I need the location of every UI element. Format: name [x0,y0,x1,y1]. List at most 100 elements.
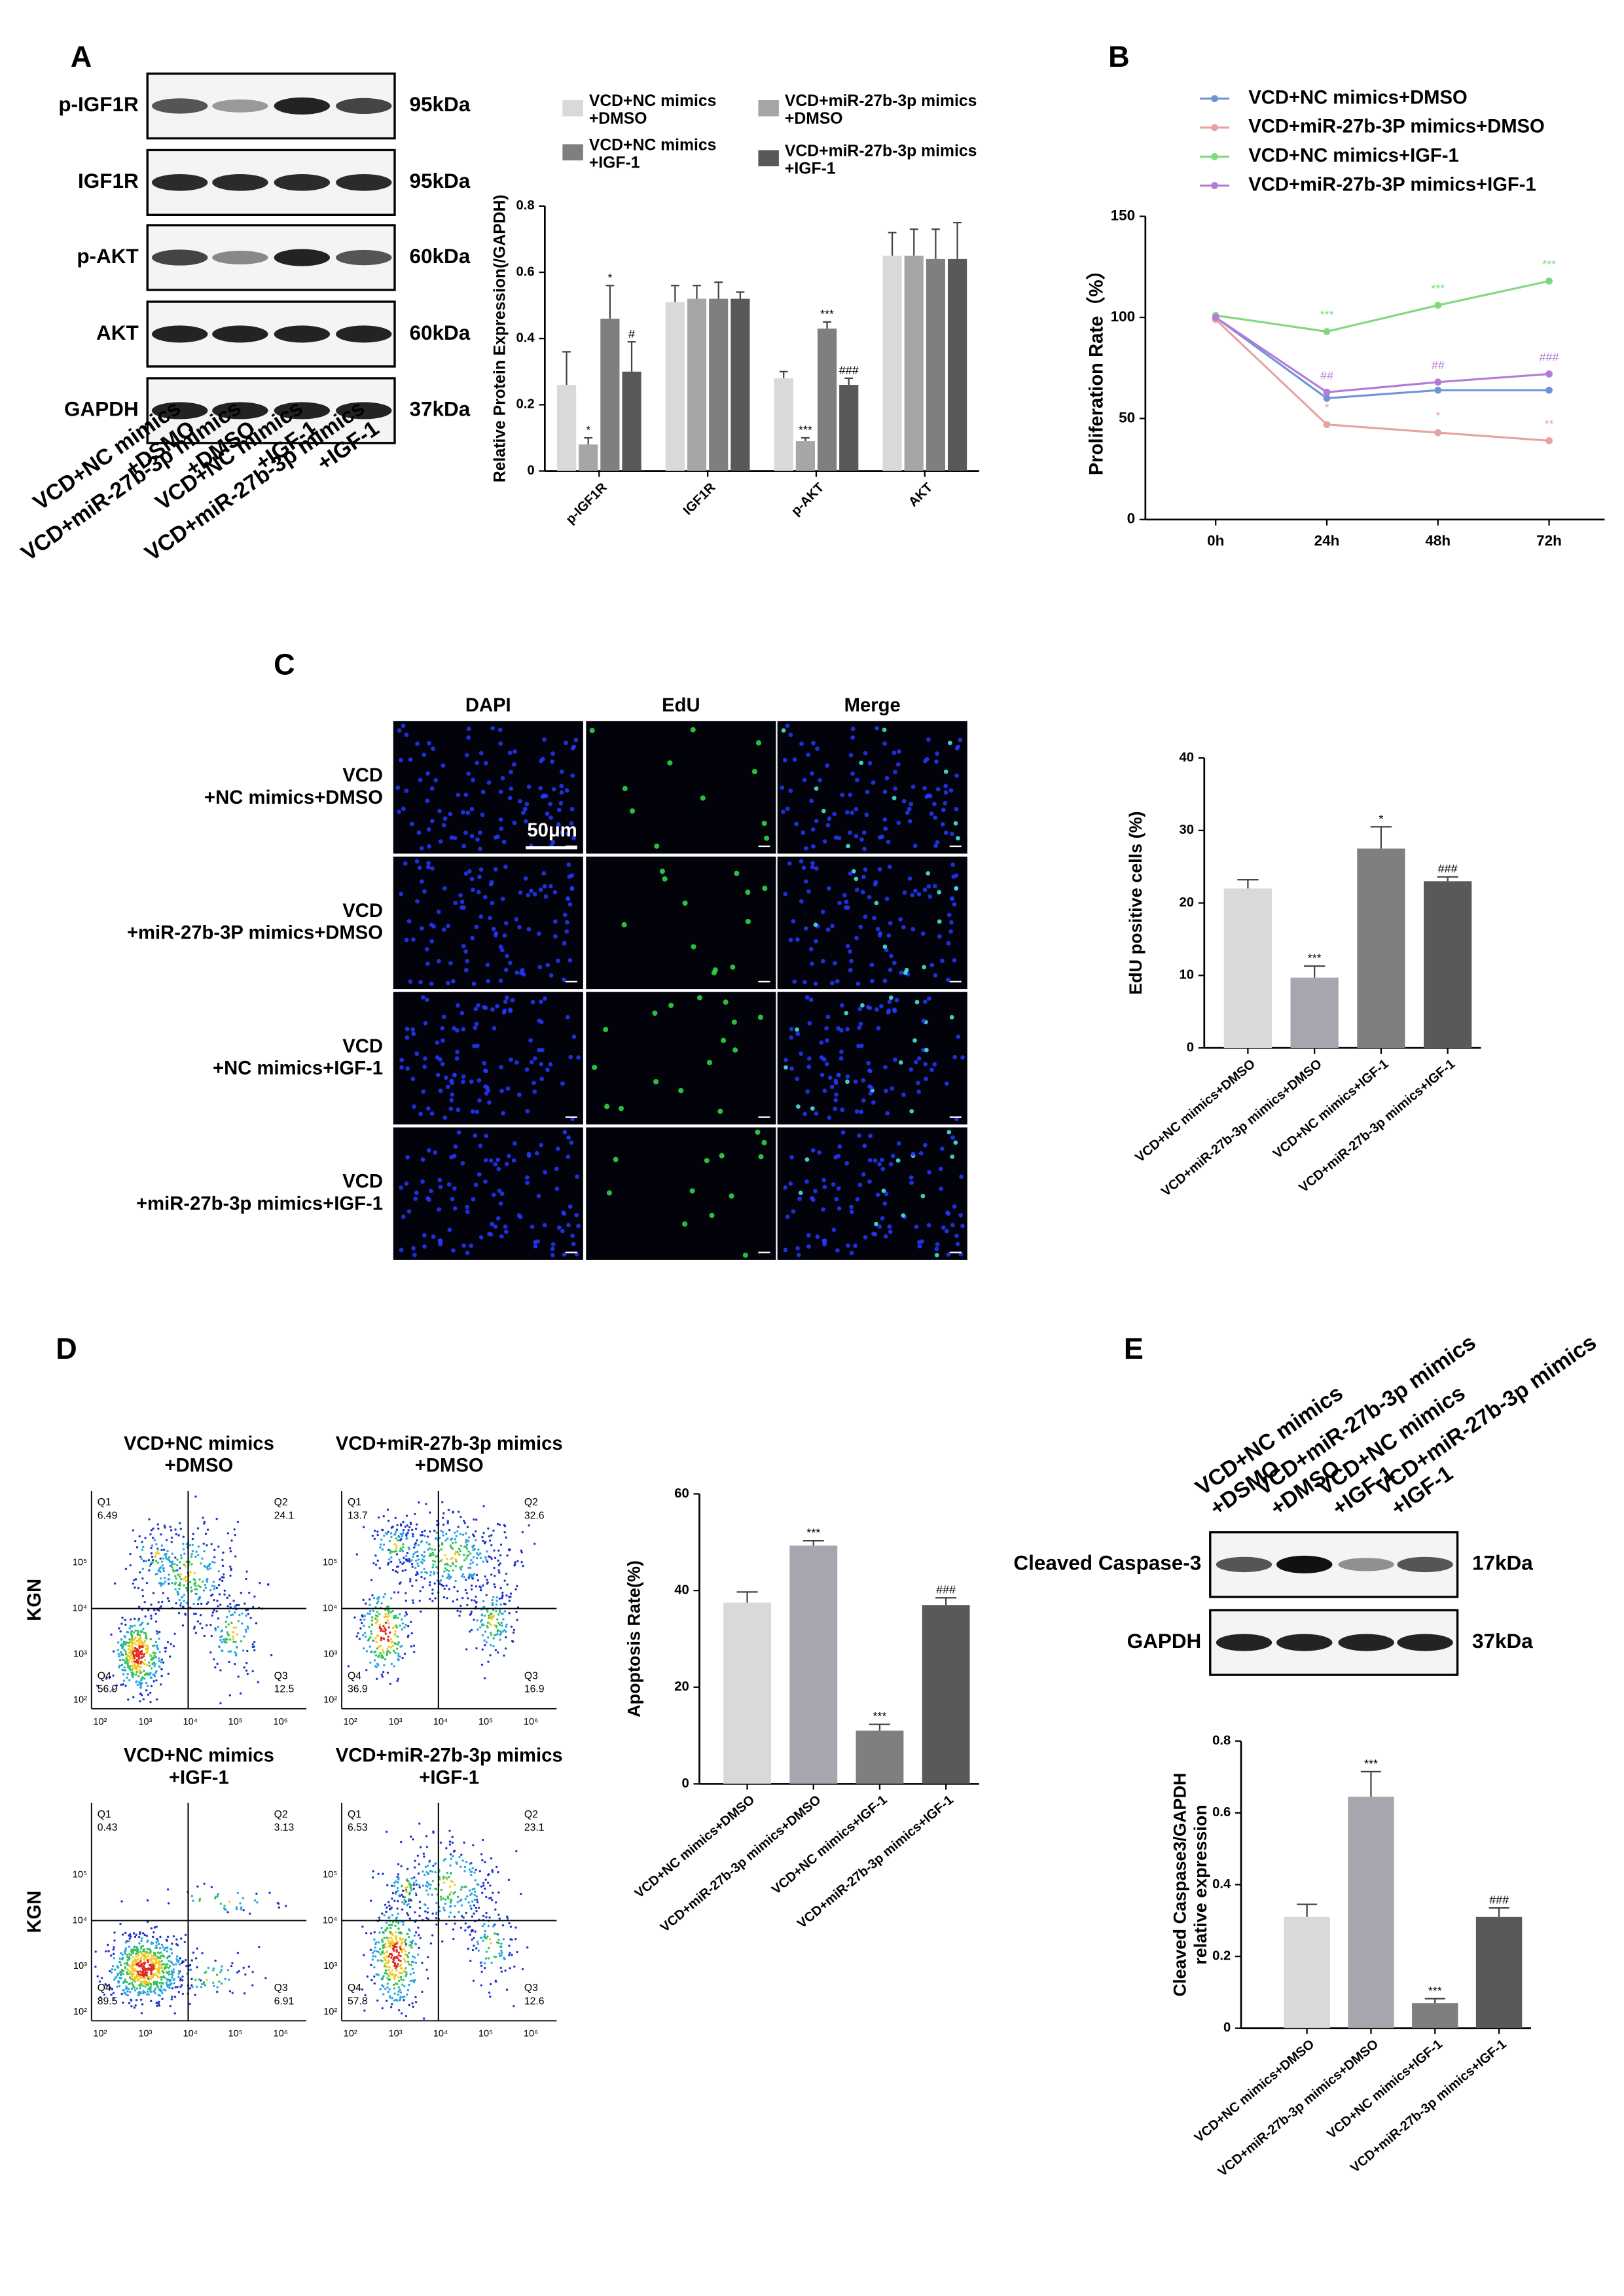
legend-label: VCD+miR-27b-3p mimics +DMSO [784,92,977,128]
flow-event [166,1597,170,1600]
nucleus [568,902,573,907]
significance-label: * [1324,401,1329,414]
flow-event [185,1587,188,1590]
nucleus [574,1213,579,1217]
flow-event [166,1888,170,1891]
flow-event [456,1598,459,1601]
flow-event [378,1645,380,1649]
flow-event [202,1516,204,1519]
flow-event [157,1966,160,1969]
nucleus [941,1225,946,1230]
flow-event [433,1573,436,1575]
flow-event [384,1658,387,1660]
quadrant-value: 13.7 [348,1510,368,1521]
flow-event [394,1967,397,1969]
flow-event [371,1958,374,1961]
flow-event [140,2012,143,2015]
nucleus [949,920,954,925]
flow-event [441,1583,443,1587]
flow-event [175,1602,177,1605]
micrograph [393,856,583,990]
nucleus [427,1197,431,1202]
flow-event [381,1649,384,1651]
flow-event [494,1585,497,1588]
nucleus [526,784,532,789]
flow-event [164,1581,167,1583]
nucleus [840,1003,844,1008]
flow-event [413,1866,416,1869]
flow-event [485,1558,488,1562]
flow-event [391,1972,393,1975]
flow-event [179,1554,183,1557]
flow-event [138,1990,141,1994]
flow-event [157,1657,160,1660]
flow-event [371,1952,374,1954]
nucleus [825,1038,829,1043]
flow-event [416,1539,418,1542]
flow-event [422,1884,424,1887]
flow-event [489,1982,492,1986]
nucleus [484,1134,489,1139]
flow-event [404,1941,406,1943]
blot-band [212,99,268,113]
flow-event [142,1560,145,1562]
flow-event [226,1532,229,1535]
flow-event [194,1555,197,1558]
nucleus [886,839,891,844]
flow-event [401,1950,403,1954]
nucleus [867,1179,872,1184]
flow-event [477,1943,480,1945]
flow-event [191,1537,194,1541]
flow-event [131,1660,134,1664]
flow-event [185,1560,188,1564]
flow-event [401,1535,403,1537]
nucleus [893,786,897,791]
flow-event [178,1522,181,1524]
flow-event [181,1979,184,1982]
flow-event [157,2002,160,2005]
flow-event [460,1515,462,1518]
flow-event [233,1605,236,1608]
flow-event [222,1638,225,1641]
flow-event [389,1682,391,1685]
y-tick-label: 0 [527,463,534,478]
nucleus [399,1065,404,1070]
flow-event [129,1650,132,1653]
flow-event [399,1946,401,1949]
nucleus [465,1204,470,1210]
nucleus [826,886,831,891]
flow-event [211,1611,215,1614]
bar [947,259,967,471]
flow-event [451,1562,454,1564]
nucleus [887,864,892,869]
micrograph [393,992,583,1125]
nucleus [893,1057,897,1062]
nucleus [427,844,431,849]
flow-y-tick-label: 10² [323,2007,337,2017]
flow-event [194,1957,198,1960]
nucleus [846,1243,850,1248]
nucleus [863,914,868,920]
nucleus [437,958,441,963]
flow-event [397,1963,399,1965]
nucleus [849,958,854,963]
nucleus [463,967,469,973]
flow-event [482,1560,484,1563]
flow-event [146,1959,149,1962]
nucleus [923,999,928,1004]
nucleus [414,859,420,864]
nucleus [757,1014,763,1020]
flow-event [465,1861,468,1863]
flow-event [494,1649,497,1651]
nucleus [429,1189,433,1194]
flow-event [256,1901,259,1904]
flow-event [397,1976,400,1979]
flow-event [397,1876,400,1879]
flow-event [420,1610,422,1613]
nucleus [801,830,806,835]
flow-event [230,1568,232,1571]
nucleus [861,1098,866,1103]
flow-event [460,1904,463,1907]
flow-event [242,1966,245,1969]
bar [1412,2003,1458,2028]
